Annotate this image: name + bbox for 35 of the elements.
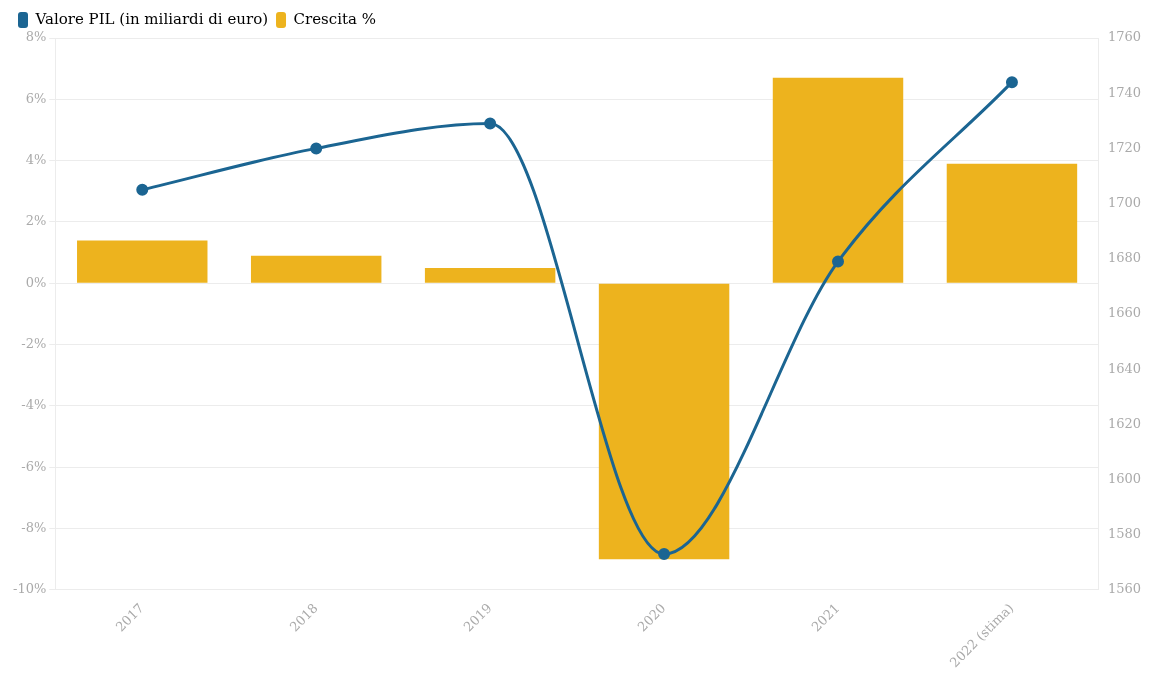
point bbox=[136, 183, 149, 196]
y2-tick-label: 1720 bbox=[1107, 139, 1142, 155]
y2-tick-label: 1560 bbox=[1107, 581, 1142, 597]
y2-tick-label: 1700 bbox=[1107, 194, 1142, 210]
y-tick-label: -4% bbox=[21, 397, 47, 413]
y-tick-label: 6% bbox=[25, 90, 47, 106]
y-tick-label: -8% bbox=[21, 519, 47, 535]
point bbox=[484, 117, 497, 130]
y-tick-label: 8% bbox=[25, 29, 47, 45]
bar bbox=[424, 267, 556, 283]
legend-label: Crescita % bbox=[293, 9, 376, 28]
legend-label: Valore PIL (in miliardi di euro) bbox=[34, 9, 269, 28]
y-tick-label: -10% bbox=[12, 581, 47, 597]
bar bbox=[946, 163, 1078, 283]
point bbox=[832, 255, 845, 268]
y-tick-label: -2% bbox=[21, 336, 47, 351]
bar bbox=[250, 255, 382, 283]
point bbox=[1005, 76, 1018, 89]
y-tick-label: 2% bbox=[25, 213, 47, 229]
point bbox=[658, 548, 671, 561]
y2-tick-label: 1760 bbox=[1107, 29, 1142, 45]
y2-tick-label: 1580 bbox=[1107, 526, 1142, 542]
y2-tick-label: 1680 bbox=[1107, 250, 1142, 266]
y-tick-label: 0% bbox=[25, 274, 47, 290]
bar bbox=[77, 240, 208, 283]
y2-tick-label: 1740 bbox=[1107, 84, 1142, 100]
point bbox=[310, 142, 323, 155]
bar bbox=[598, 283, 730, 560]
y2-tick-label: 1600 bbox=[1107, 470, 1142, 486]
y2-tick-label: 1660 bbox=[1107, 305, 1142, 321]
y-tick-label: -6% bbox=[21, 458, 47, 474]
y-tick-label: 4% bbox=[25, 152, 47, 168]
y2-tick-label: 1620 bbox=[1107, 415, 1142, 431]
bar bbox=[772, 77, 904, 283]
y2-tick-label: 1640 bbox=[1107, 360, 1142, 376]
